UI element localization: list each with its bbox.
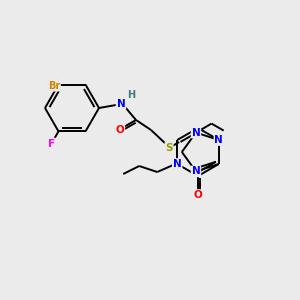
Text: N: N [192, 167, 200, 176]
Text: O: O [194, 190, 202, 200]
Text: N: N [214, 135, 223, 145]
Text: N: N [192, 128, 200, 138]
Text: S: S [165, 143, 173, 153]
Text: F: F [48, 139, 55, 148]
Text: O: O [116, 125, 124, 135]
Text: N: N [173, 159, 182, 169]
Text: N: N [117, 99, 125, 109]
Text: H: H [127, 90, 135, 100]
Text: Br: Br [48, 81, 60, 91]
